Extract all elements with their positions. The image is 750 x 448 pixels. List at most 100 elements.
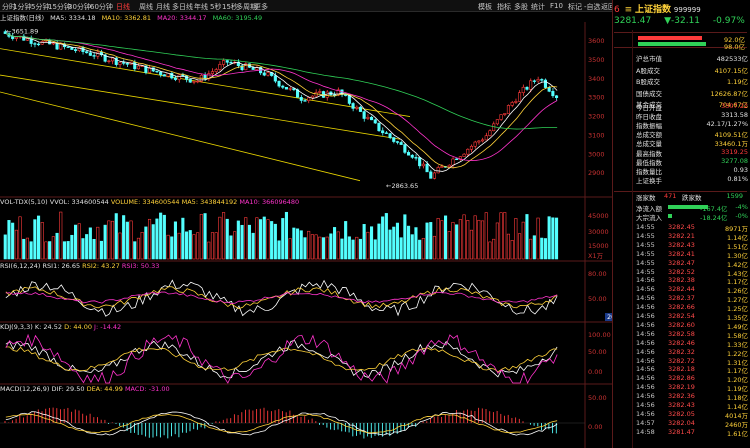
volume-bar: [447, 231, 451, 260]
candle-body: [273, 75, 277, 82]
toolbar-item-7[interactable]: 返回: [601, 3, 615, 11]
interval-tab-4[interactable]: 30分钟: [68, 3, 91, 11]
candle-body: [225, 60, 229, 63]
tick-price: 3282.05: [668, 409, 695, 418]
candle-body: [347, 95, 351, 104]
candle-body: [492, 123, 496, 132]
tick-time: 14:56: [636, 356, 655, 365]
toolbar-item-0[interactable]: 模板: [478, 3, 492, 11]
index-name: 上证指数(日线): [0, 14, 45, 22]
candle-body: [517, 92, 522, 102]
tick-price: 3282.66: [668, 303, 695, 312]
tick-volume: 1.61亿: [727, 429, 748, 438]
stat-label: 基金成交: [636, 101, 662, 109]
macd-legend: MACD(12,26,9) DIF: 29.50 DEA: 44.99 MACD…: [0, 385, 170, 393]
price-axis-label: 3600: [588, 37, 605, 45]
interval-tab-14[interactable]: 更多: [254, 3, 268, 11]
volume-bar: [81, 238, 85, 260]
tick-volume: 1.58亿: [727, 331, 748, 340]
candle-body: [33, 43, 37, 45]
candle-body: [277, 80, 281, 87]
volume-bar: [369, 226, 374, 260]
candle-body: [74, 49, 78, 51]
tick-volume: 8971万: [724, 225, 748, 233]
interval-tab-8[interactable]: 月线: [156, 3, 170, 11]
macd-axis-label: 50.00: [588, 394, 607, 402]
volume-bar: [51, 236, 55, 260]
volume-bar: [314, 234, 318, 260]
tick-volume: 1.20亿: [727, 376, 748, 385]
macd-value: MACD: -31.00: [124, 385, 170, 393]
volume-bar: [70, 234, 74, 260]
tick-time: 14:56: [636, 285, 655, 294]
toolbar-item-6[interactable]: -自选: [584, 3, 601, 11]
volume-bar: [295, 228, 300, 260]
candle-body: [155, 70, 159, 73]
candle-body: [114, 57, 118, 65]
candle-body: [321, 91, 326, 98]
volume-bar: [310, 234, 314, 260]
volume-bar: [118, 232, 122, 260]
toolbar-item-2[interactable]: 多股: [514, 3, 528, 11]
interval-tab-6[interactable]: 日线: [116, 3, 130, 11]
ma20-line: [5, 33, 558, 161]
menu-icon[interactable]: ≡: [624, 5, 633, 15]
candle-body: [136, 65, 140, 70]
buy-sell-bars: 92.0亿 98.0亿: [614, 32, 747, 51]
candle-body: [22, 35, 26, 41]
tick-row: 14:56 3282.44 1.26亿: [612, 285, 750, 295]
candle-body: [495, 119, 499, 125]
interval-tab-11[interactable]: 5秒: [210, 3, 222, 11]
kline-chart-area[interactable]: 3600 3500 3400 3300 3200 3100 3000 2900 45000 300…: [0, 22, 612, 448]
interval-tab-10[interactable]: 年线: [194, 3, 208, 11]
interval-tab-5[interactable]: 60分钟: [90, 3, 113, 11]
volume-bar: [443, 215, 448, 260]
interval-tab-3[interactable]: 15分钟: [48, 3, 71, 11]
interval-tab-13[interactable]: 多周期: [236, 3, 257, 11]
tick-price: 3282.46: [668, 338, 695, 347]
tick-volume: 1.14亿: [727, 233, 748, 242]
volume-bar: [543, 238, 548, 260]
tick-price: 3282.32: [668, 347, 695, 356]
volume-bar: [59, 211, 63, 260]
quote-side-panel: [612, 0, 750, 448]
volume-bar: [547, 216, 551, 260]
candle-body: [66, 46, 70, 48]
candle-body: [451, 158, 455, 166]
interval-tab-0[interactable]: 分时: [2, 3, 16, 11]
volume-bar: [122, 215, 126, 260]
toolbar-item-3[interactable]: 统计: [531, 3, 545, 11]
main-chart-legend: 上证指数(日线) MA5: 3334.18 MA10: 3362.81 MA20…: [0, 12, 612, 22]
toolbar-item-4[interactable]: F10: [550, 2, 563, 10]
tick-volume: 1.49亿: [727, 322, 748, 331]
candle-body: [399, 142, 403, 145]
channel-line-lower: [0, 91, 361, 182]
vol-ma10-value: MA10: 366096480: [239, 198, 300, 206]
volume-bar: [273, 223, 277, 260]
tick-row: 14:56 3282.32 1.22亿: [612, 347, 750, 358]
interval-tab-9[interactable]: 多日线: [172, 3, 193, 11]
tick-volume: 1.33亿: [727, 340, 748, 349]
interval-tab-12[interactable]: 15秒: [222, 3, 238, 11]
toolbar-item-1[interactable]: 指标: [497, 3, 511, 11]
toolbar-item-5[interactable]: 标记: [568, 3, 582, 11]
interval-tab-7[interactable]: 周线: [139, 3, 153, 11]
tick-volume: 1.31亿: [727, 358, 748, 367]
volume-bar: [488, 241, 492, 260]
candle-body: [395, 141, 400, 143]
tick-price: 3282.44: [668, 285, 695, 294]
interval-tab-1[interactable]: 1分钟: [13, 3, 32, 11]
volume-bar: [262, 216, 266, 260]
candle-body: [510, 102, 514, 106]
volume-bar: [7, 220, 11, 260]
volume-bar: [62, 241, 67, 260]
tick-row: 14:56 3282.36 1.18亿: [612, 392, 750, 402]
flow-value: -167.4亿: [700, 205, 728, 213]
stat-value: 482533亿: [716, 55, 748, 63]
tick-row: 14:56 3282.46 1.33亿: [612, 338, 750, 349]
volume-bar: [107, 220, 111, 260]
tick-time: 14:56: [636, 365, 655, 374]
tick-row: 14:55 3282.21 1.14亿: [612, 232, 750, 242]
kdj-d-value: D: 44.00: [64, 323, 92, 331]
interval-tab-2[interactable]: 5分钟: [31, 3, 50, 11]
